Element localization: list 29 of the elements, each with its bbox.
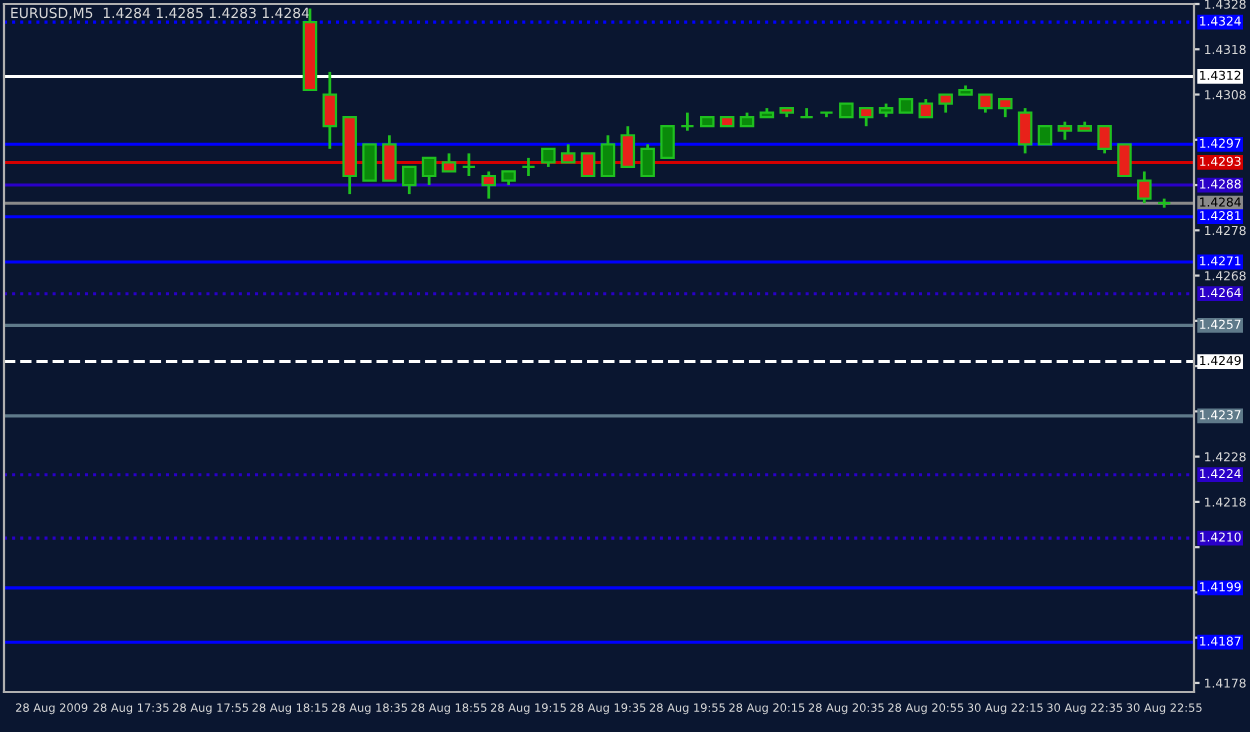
- candlestick: [918, 97, 934, 119]
- candlestick: [799, 106, 814, 119]
- candlestick: [382, 133, 397, 182]
- candlestick: [481, 170, 497, 201]
- candlestick: [858, 106, 874, 128]
- candlestick: [521, 156, 536, 178]
- candlestick: [620, 124, 636, 169]
- candlestick: [402, 165, 417, 196]
- candlestick: [680, 111, 695, 133]
- candlestick: [1017, 106, 1033, 155]
- candlestick: [640, 142, 655, 178]
- candlestick: [600, 133, 616, 178]
- candlestick: [560, 142, 576, 164]
- candlestick: [362, 143, 377, 182]
- candlestick: [461, 151, 477, 178]
- candlestick: [580, 152, 596, 178]
- candlestick: [1057, 120, 1073, 142]
- candlestick: [1117, 143, 1132, 178]
- candlestick: [938, 93, 953, 115]
- candlestick: [322, 70, 338, 151]
- candlestick: [978, 93, 993, 115]
- candlestick: [441, 151, 457, 173]
- candlestick: [1097, 124, 1112, 155]
- candlestick: [421, 156, 437, 187]
- candlestick: [1037, 125, 1053, 146]
- candlestick: [1137, 170, 1152, 205]
- candlestick: [541, 147, 556, 169]
- candlestick: [998, 97, 1013, 119]
- candlestick: [660, 125, 675, 159]
